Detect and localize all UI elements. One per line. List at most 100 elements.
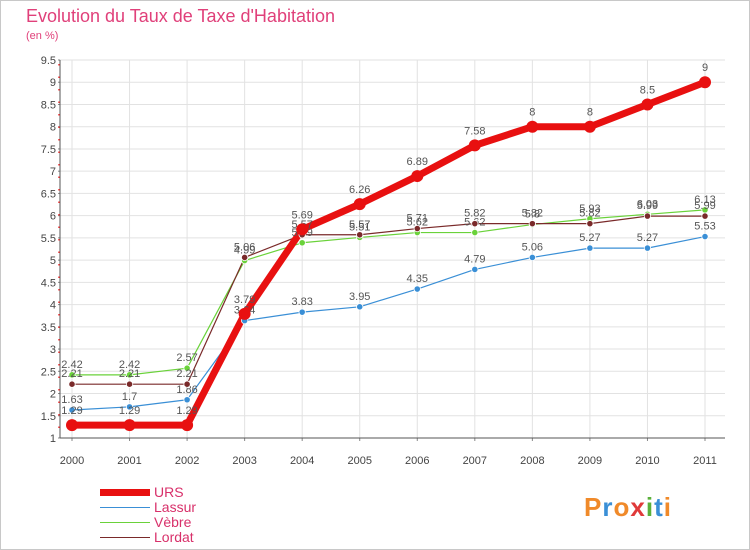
- data-label: 6.26: [349, 184, 370, 196]
- data-point: [468, 139, 481, 152]
- x-tick-label: 2011: [693, 455, 717, 467]
- data-point: [413, 285, 421, 293]
- data-label: 5.27: [637, 232, 658, 244]
- legend-label-vebre: Vèbre: [154, 514, 192, 530]
- data-point: [528, 253, 536, 262]
- data-label: 5.82: [579, 208, 600, 220]
- legend-item-urs: URS: [100, 485, 196, 500]
- y-tick-label: 6: [50, 211, 56, 223]
- y-tick-label: 2.5: [41, 366, 56, 378]
- x-tick-label: 2007: [463, 455, 487, 467]
- data-label: 3.83: [291, 296, 312, 308]
- legend-label-lordat: Lordat: [154, 529, 194, 545]
- data-point: [298, 239, 306, 247]
- data-point: [643, 212, 652, 220]
- y-tick-label: 1.5: [41, 411, 56, 423]
- data-label: 8: [529, 107, 535, 119]
- data-label: 5.99: [637, 200, 658, 212]
- data-point: [68, 380, 76, 388]
- data-label: 2.21: [61, 368, 82, 380]
- legend-item-lassur: Lassur: [100, 500, 196, 515]
- logo-letter: i: [645, 492, 655, 522]
- y-tick-label: 9.5: [41, 55, 56, 67]
- y-tick-label: 8.5: [41, 99, 56, 111]
- data-label: 1.29: [61, 405, 82, 417]
- data-point: [586, 220, 594, 228]
- proxiti-logo: Proxiti: [584, 492, 672, 523]
- data-label: 4.99: [234, 245, 255, 257]
- data-label: 1.7: [122, 391, 137, 403]
- data-point: [586, 244, 594, 252]
- legend-label-lassur: Lassur: [154, 499, 197, 515]
- data-label: 4.79: [464, 253, 485, 265]
- y-tick-label: 5.5: [41, 233, 56, 245]
- y-tick-label: 2: [50, 389, 56, 401]
- data-label: 5.57: [349, 219, 370, 231]
- data-label: 5.06: [522, 241, 543, 253]
- x-tick-label: 2002: [175, 455, 199, 467]
- x-tick-label: 2005: [347, 455, 371, 467]
- data-label: 5.8: [525, 209, 540, 221]
- y-tick-label: 9: [50, 77, 56, 89]
- data-label: 6.89: [407, 156, 428, 168]
- data-label: 5.53: [694, 221, 715, 233]
- data-label: 2.42: [119, 359, 140, 371]
- data-label: 2.42: [61, 359, 82, 371]
- x-tick-label: 2008: [520, 455, 544, 467]
- data-point: [583, 120, 596, 133]
- data-label: 3.95: [349, 291, 370, 303]
- data-label: 5.27: [579, 232, 600, 244]
- x-tick-label: 2009: [578, 455, 602, 467]
- logo-letter: x: [630, 492, 646, 522]
- data-label: 7.58: [464, 125, 485, 137]
- data-point: [296, 223, 309, 236]
- y-tick-label: 5: [50, 255, 56, 267]
- data-point: [68, 406, 76, 414]
- data-label: 2.21: [119, 368, 140, 380]
- data-label: 5.71: [407, 213, 428, 225]
- series-line-vèbre: [71, 209, 706, 376]
- data-label: 9: [702, 62, 708, 74]
- legend-swatch-urs: [100, 489, 150, 496]
- y-tick-label: 8: [50, 122, 56, 134]
- data-point: [66, 419, 78, 432]
- data-label: 6.13: [694, 194, 715, 206]
- data-point: [528, 220, 536, 228]
- y-tick-label: 1: [50, 433, 56, 445]
- data-point: [411, 170, 424, 183]
- legend-label-urs: URS: [154, 484, 184, 500]
- y-tick-label: 3: [50, 344, 56, 356]
- data-label: 2.57: [176, 352, 197, 364]
- data-point: [68, 371, 76, 379]
- data-point: [643, 244, 652, 252]
- data-point: [298, 308, 306, 316]
- data-label: 5.99: [694, 200, 715, 212]
- series-line-lassur: [71, 235, 706, 411]
- data-point: [699, 76, 711, 89]
- legend-item-lordat: Lordat: [100, 530, 196, 545]
- chart-subtitle: (en %): [26, 30, 59, 42]
- series-line-urs: [68, 78, 709, 429]
- data-label: 1.29: [119, 405, 140, 417]
- y-tick-label: 7.5: [41, 144, 56, 156]
- data-label: 8.5: [640, 84, 655, 96]
- x-tick-label: 2000: [60, 455, 84, 467]
- data-point: [183, 364, 191, 372]
- x-tick-label: 2010: [635, 455, 659, 467]
- data-label: 5.82: [522, 208, 543, 220]
- x-tick-label: 2006: [405, 455, 429, 467]
- y-tick-label: 4.5: [41, 277, 56, 289]
- logo-letter: o: [613, 492, 631, 522]
- chart-legend: URS Lassur Vèbre Lordat: [100, 485, 196, 545]
- data-point: [471, 220, 479, 228]
- y-tick-label: 7: [50, 166, 56, 178]
- data-point: [641, 98, 654, 111]
- legend-swatch-lordat: [100, 537, 150, 538]
- data-label: 8: [587, 107, 593, 119]
- data-point: [125, 403, 134, 411]
- data-label: 3.79: [234, 294, 255, 306]
- data-point: [181, 419, 194, 432]
- data-point: [125, 380, 134, 388]
